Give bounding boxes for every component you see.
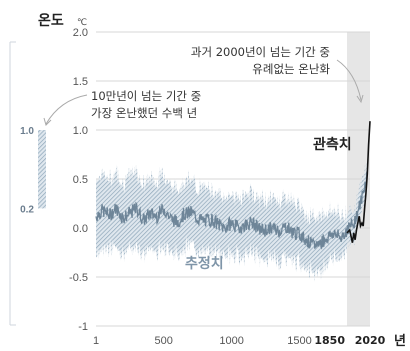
annotation-warmest-line2: 가장 온난했던 수백 년: [91, 106, 197, 120]
annotation-warming-line1: 과거 2000년이 넘는 기간 중: [191, 45, 330, 59]
x-tick-label: 1000: [219, 335, 243, 347]
x-tick-label: 500: [155, 335, 173, 347]
side-tick-label: 1.0: [20, 126, 34, 137]
x-tick-label: 1500: [287, 335, 311, 347]
x-tick-label-bold: 1850: [314, 334, 345, 347]
y-tick-label: 0.5: [73, 174, 88, 186]
annotation-warmest-line1: 10만년이 넘는 기간 중: [91, 89, 201, 103]
y-tick-label: 1.0: [73, 125, 88, 137]
y-axis-unit: ℃: [77, 18, 87, 28]
side-scale: 1.0 0.2: [9, 41, 46, 326]
y-axis-ticks: 2.0 1.5 1.0 0.5 0.0 -0.5 -1: [69, 27, 88, 333]
estimate-series-label: 추정치: [185, 255, 224, 272]
annotation-warming-arrowhead: [356, 94, 364, 104]
y-axis-label: 온도: [38, 13, 64, 29]
y-tick-label: -0.5: [69, 272, 88, 284]
side-tick-label: 0.2: [20, 204, 34, 215]
estimate-uncertainty-band: [96, 157, 368, 282]
annotation-warmest-arrowhead: [43, 117, 52, 126]
observed-series-label: 관측치: [313, 136, 352, 153]
annotation-warmest-arrow: [45, 94, 88, 125]
annotation-warming-line2: 유례없는 온난화: [252, 62, 330, 76]
series-line-observed: [346, 121, 371, 243]
x-axis-ticks: 1 500 1000 1500 1850 2020: [93, 334, 386, 347]
y-tick-label: 2.0: [73, 27, 88, 39]
side-range-bar: [38, 130, 46, 209]
y-tick-label: 0.0: [73, 223, 88, 235]
x-tick-label: 1: [93, 335, 99, 347]
x-axis-unit: 년: [394, 334, 406, 349]
y-tick-label: -1: [78, 321, 88, 333]
annotation-warming-arrow: [336, 59, 362, 101]
series-line-estimate: [95, 170, 368, 250]
x-tick-label-bold: 2020: [355, 334, 386, 347]
y-tick-label: 1.5: [73, 76, 88, 88]
